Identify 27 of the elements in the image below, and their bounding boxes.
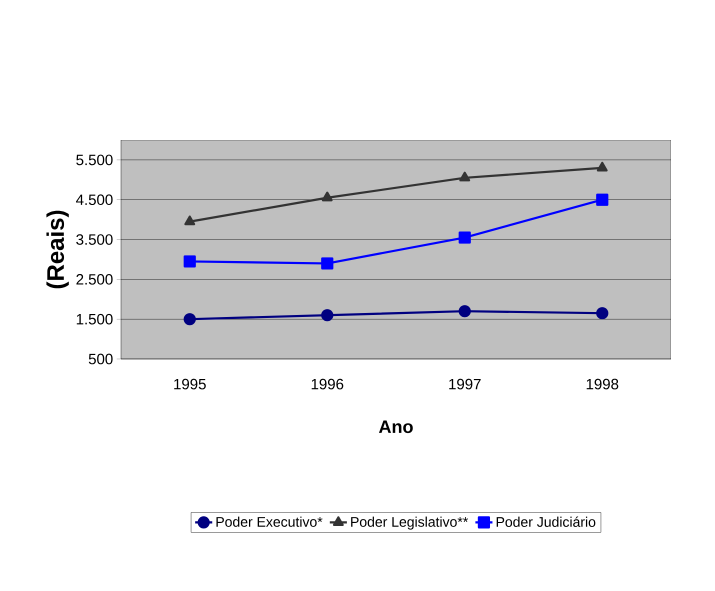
point [184, 216, 196, 226]
y-axis-title: (Reais) [46, 210, 69, 288]
y-tick-label: 3.500 [76, 234, 113, 245]
point [321, 257, 334, 270]
point [321, 309, 334, 322]
y-tick-label: 5.500 [76, 154, 113, 166]
x-tick-label: 1998 [586, 378, 618, 390]
legend-label: Poder Legislativo** [351, 516, 468, 530]
y-tick-label: 2.500 [76, 274, 113, 285]
x-tick-label: 1997 [449, 378, 481, 390]
x-axis-title: Ano [378, 420, 413, 434]
point [596, 162, 608, 172]
legend-label: Poder Judiciário [496, 516, 596, 527]
y-tick-label: 500 [88, 354, 113, 364]
point [458, 305, 471, 318]
point [322, 192, 333, 202]
x-tick-label: 1996 [312, 378, 344, 390]
point [184, 313, 196, 326]
point [184, 255, 196, 268]
y-tick-label: 1.500 [76, 314, 113, 324]
point [596, 194, 608, 206]
y-tick-label: 4.500 [76, 194, 113, 206]
point [458, 231, 471, 244]
point [596, 307, 608, 320]
legend-label: Poder Executivo* [216, 516, 322, 527]
x-tick-label: 1995 [174, 378, 206, 390]
point [459, 172, 470, 182]
